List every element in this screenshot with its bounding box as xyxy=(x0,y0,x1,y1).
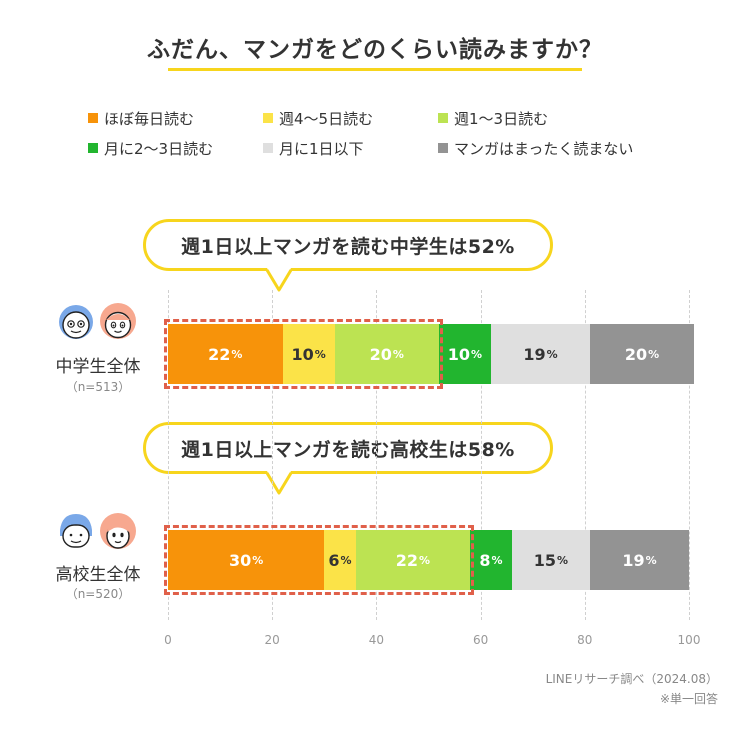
legend-item: マンガはまったく読まない xyxy=(438,138,633,158)
girl-face-icon xyxy=(100,513,136,549)
bar-value-unit: % xyxy=(557,553,569,567)
gridline xyxy=(168,290,169,620)
bar-value-unit: % xyxy=(392,347,404,361)
boy-face-icon xyxy=(59,305,93,339)
legend-swatch xyxy=(438,143,448,153)
bar-value-label: 8 xyxy=(479,550,491,570)
callout-high: 週1日以上マンガを読む高校生は58% xyxy=(143,422,553,474)
bar-value-label: 20 xyxy=(624,344,648,364)
legend-label: マンガはまったく読まない xyxy=(454,139,634,158)
bar-value-unit: % xyxy=(340,553,352,567)
gridline xyxy=(272,290,274,620)
answer-note: ※単一回答 xyxy=(659,692,718,706)
bar-segment: 20% xyxy=(334,324,439,384)
x-tick-label: 100 xyxy=(677,633,701,647)
x-tick-label: 20 xyxy=(264,633,280,647)
legend-label: 週4～5日読む xyxy=(279,109,374,128)
x-tick-label: 40 xyxy=(368,633,385,647)
legend-item: ほぼ毎日読む xyxy=(88,108,194,128)
girl-face-icon xyxy=(100,303,136,339)
gridline xyxy=(376,290,378,620)
bar-value-unit: % xyxy=(648,347,660,361)
chart-title: ふだん、マンガをどのくらい読みますか？ xyxy=(147,37,603,63)
bar-segment: 22% xyxy=(168,324,283,384)
bar-value-unit: % xyxy=(645,553,657,567)
bar-value-label: 10 xyxy=(291,344,314,364)
bar-segment: 19% xyxy=(589,530,689,590)
bar-segment: 22% xyxy=(355,530,471,590)
group-label-middle: 中学生全体 xyxy=(55,357,141,377)
gridline xyxy=(584,290,586,620)
bar-value-unit: % xyxy=(546,347,558,361)
legend-swatch xyxy=(88,143,98,153)
bar-segment: 20% xyxy=(589,324,695,384)
bar-segment: 15% xyxy=(511,530,590,590)
legend-swatch xyxy=(263,113,273,123)
bar-value-label: 30 xyxy=(229,550,252,570)
callout-high-tail xyxy=(266,471,292,495)
group-n-high: （n=520） xyxy=(65,587,131,601)
bar-row-high: 30% 6% 22% 8% 15% 19% xyxy=(168,530,689,590)
bar-segment: 6% xyxy=(324,530,356,590)
legend-label: ほぼ毎日読む xyxy=(104,109,195,128)
bar-value-unit: % xyxy=(471,347,483,361)
group-label-high: 高校生全体 xyxy=(55,565,141,585)
bar-segment: 19% xyxy=(490,324,590,384)
bar-value-label: 22 xyxy=(395,550,418,570)
highlight-box-high xyxy=(164,525,475,595)
bar-value-unit: % xyxy=(252,553,264,567)
bar-row-middle: 22% 10% 20% 10% 19% 20% xyxy=(168,324,695,384)
legend-item: 月に2～3日読む xyxy=(88,138,213,158)
callout-middle-tail xyxy=(266,268,292,292)
x-tick-label: 80 xyxy=(577,633,593,647)
highlight-box-middle xyxy=(164,319,443,389)
legend-label: 週1～3日読む xyxy=(454,109,549,128)
legend-item: 週4～5日読む xyxy=(263,108,373,128)
bar-value-label: 22 xyxy=(208,344,231,364)
gridline xyxy=(480,290,482,620)
bar-segment: 8% xyxy=(470,530,512,590)
bar-segment: 10% xyxy=(282,324,335,384)
boy-face-icon xyxy=(60,514,92,548)
x-tick-label: 60 xyxy=(472,633,489,647)
bar-value-label: 10 xyxy=(447,344,471,364)
title-underline xyxy=(168,68,582,71)
bar-segment: 10% xyxy=(438,324,491,384)
bar-value-label: 15 xyxy=(533,550,557,570)
legend-label: 月に2～3日読む xyxy=(104,139,214,158)
legend-item: 月に1日以下 xyxy=(263,138,364,158)
callout-middle: 週1日以上マンガを読む中学生は52% xyxy=(143,219,553,271)
source-credit: LINEリサーチ調べ（2024.08） xyxy=(545,672,718,686)
group-n-middle: （n=513） xyxy=(65,380,131,394)
x-tick-label: 0 xyxy=(164,633,172,647)
legend-swatch xyxy=(263,143,273,153)
bar-segment: 30% xyxy=(168,530,325,590)
legend-swatch xyxy=(88,113,98,123)
bar-value-label: 19 xyxy=(622,550,645,570)
legend-item: 週1～3日読む xyxy=(438,108,548,128)
bar-value-unit: % xyxy=(314,347,326,361)
bar-value-unit: % xyxy=(418,553,430,567)
bar-value-label: 20 xyxy=(369,344,392,364)
legend-swatch xyxy=(438,113,448,123)
bar-value-unit: % xyxy=(491,553,503,567)
bar-value-label: 19 xyxy=(523,344,546,364)
legend-label: 月に1日以下 xyxy=(279,139,364,158)
bar-value-label: 6 xyxy=(328,550,340,570)
bar-value-unit: % xyxy=(231,347,243,361)
gridline xyxy=(689,290,690,620)
